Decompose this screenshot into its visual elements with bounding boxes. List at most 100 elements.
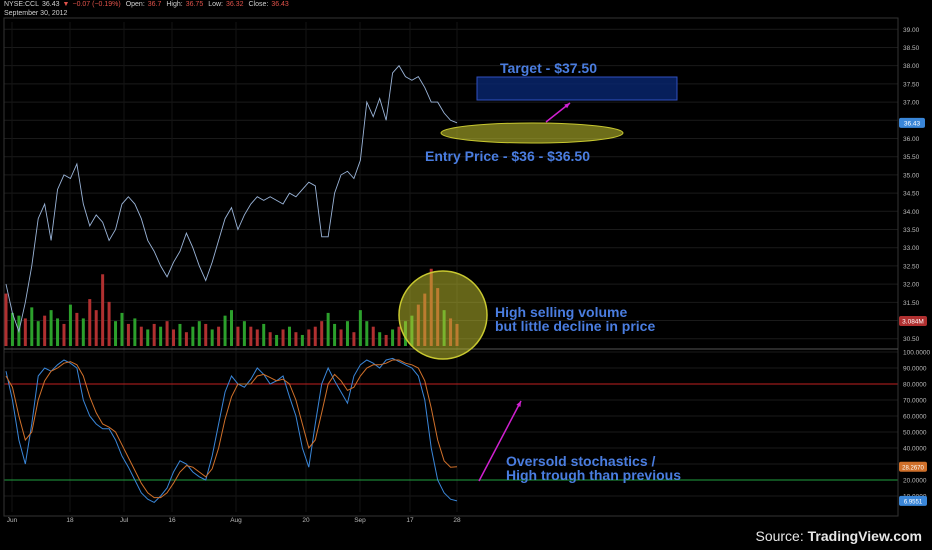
stoch-tick-label: 50.0000 [903,430,927,437]
volume-bar [268,332,272,346]
volume-bar [133,318,137,346]
target-zone-box [476,76,678,101]
target-annotation: Target - $37.50 [500,60,598,76]
open-value: 36.7 [147,1,162,8]
volume-bar [384,334,388,346]
volume-bar [68,304,72,346]
chart-date: September 30, 2012 [4,10,68,17]
volume-bar [10,312,14,346]
time-tick-label: Aug [230,517,242,524]
volume-bar [320,321,324,346]
low-value: 36.32 [225,1,244,8]
volume-bar [223,315,227,346]
stoch-k-line [5,357,458,504]
time-tick-label: 16 [168,517,176,524]
volume-bar [30,307,34,346]
price-tick-label: 32.50 [903,263,920,270]
volume-bar [230,310,233,346]
time-tick-label: 18 [66,517,74,524]
volume-bar [365,321,369,346]
price-line [5,64,458,334]
last-price-label: 36.43 [904,120,921,127]
volume-highlight-circle [398,270,488,360]
stoch-tick-label: 90.0000 [903,366,927,373]
stoch-tick-label: 80.0000 [903,382,927,389]
volume-bar [249,326,253,346]
volume-bar [94,310,98,346]
stoch-d-line [5,359,458,499]
volume-bar [139,326,143,346]
stoch-k-value-label: 6.9551 [904,499,923,505]
volume-annotation-line1: High selling volume [495,304,628,320]
volume-bar [81,318,85,346]
volume-bar [378,332,382,346]
stochastic-series [4,357,898,504]
stochastic-arrow-head [516,401,521,407]
volume-bar [178,323,182,346]
time-tick-label: Jun [7,517,18,524]
volume-bar [184,332,188,346]
price-change: −0.07 (−0.19%) [72,1,121,8]
volume-badge [899,316,927,326]
price-tick-label: 32.00 [903,282,920,289]
volume-bar [152,323,156,346]
volume-bar [159,326,163,346]
price-tick-label: 34.00 [903,209,920,216]
open-label: Open: [125,1,145,8]
volume-bar [114,321,118,346]
volume-bar [146,329,150,346]
last-price: 36.43 [42,1,60,8]
volume-bar [165,321,169,346]
price-tick-label: 38.00 [903,63,920,70]
volume-bar [275,334,279,346]
time-tick-label: 17 [406,517,414,524]
volume-bar [262,323,266,346]
price-tick-label: 33.50 [903,227,920,234]
volume-bars [4,268,459,346]
volume-bar [287,326,291,346]
symbol: NYSE:CCL [4,1,40,8]
volume-bar [242,321,246,346]
volume-bar [307,329,311,346]
volume-bar [391,329,395,346]
grid-lines [4,22,898,512]
volume-bar [236,326,240,346]
volume-annotation: High selling volume but little decline i… [495,305,655,333]
time-tick-label: 28 [453,517,461,524]
volume-bar [333,323,337,346]
stoch-tick-label: 40.0000 [903,446,927,453]
volume-bar [313,326,317,346]
volume-bar [352,332,356,346]
stoch-d-value-label: 28.2670 [902,465,924,471]
price-tick-label: 39.00 [903,27,920,34]
high-value: 36.75 [185,1,204,8]
stoch-tick-label: 60.0000 [903,414,927,421]
volume-bar [210,329,214,346]
volume-bar [326,312,330,346]
time-tick-label: 20 [302,517,310,524]
volume-bar [255,329,259,346]
stoch-k-badge [899,495,927,506]
volume-bar [217,326,221,346]
stoch-tick-label: 20.0000 [903,478,927,485]
time-tick-label: Sep [354,517,366,524]
source-credit[interactable]: Source: TradingView.com [755,528,922,544]
volume-annotation-line2: but little decline in price [495,318,656,334]
volume-bar [345,321,349,346]
price-tick-label: 35.50 [903,154,920,161]
price-tick-label: 37.50 [903,81,920,88]
volume-bar [371,326,375,346]
volume-bar [23,318,27,346]
down-arrow-icon: ▼ [62,1,70,8]
entry-zone-ellipse [440,122,624,144]
volume-bar [294,332,298,346]
volume-bar [43,315,47,346]
stochastic-annotation: Oversold stochastics / High trough than … [506,454,681,482]
plot-border [3,17,899,517]
stoch-tick-label: 100.0000 [903,350,930,357]
volume-bar [126,323,130,346]
volume-bar [75,312,79,346]
volume-bar [172,329,176,346]
price-tick-label: 35.00 [903,172,920,179]
